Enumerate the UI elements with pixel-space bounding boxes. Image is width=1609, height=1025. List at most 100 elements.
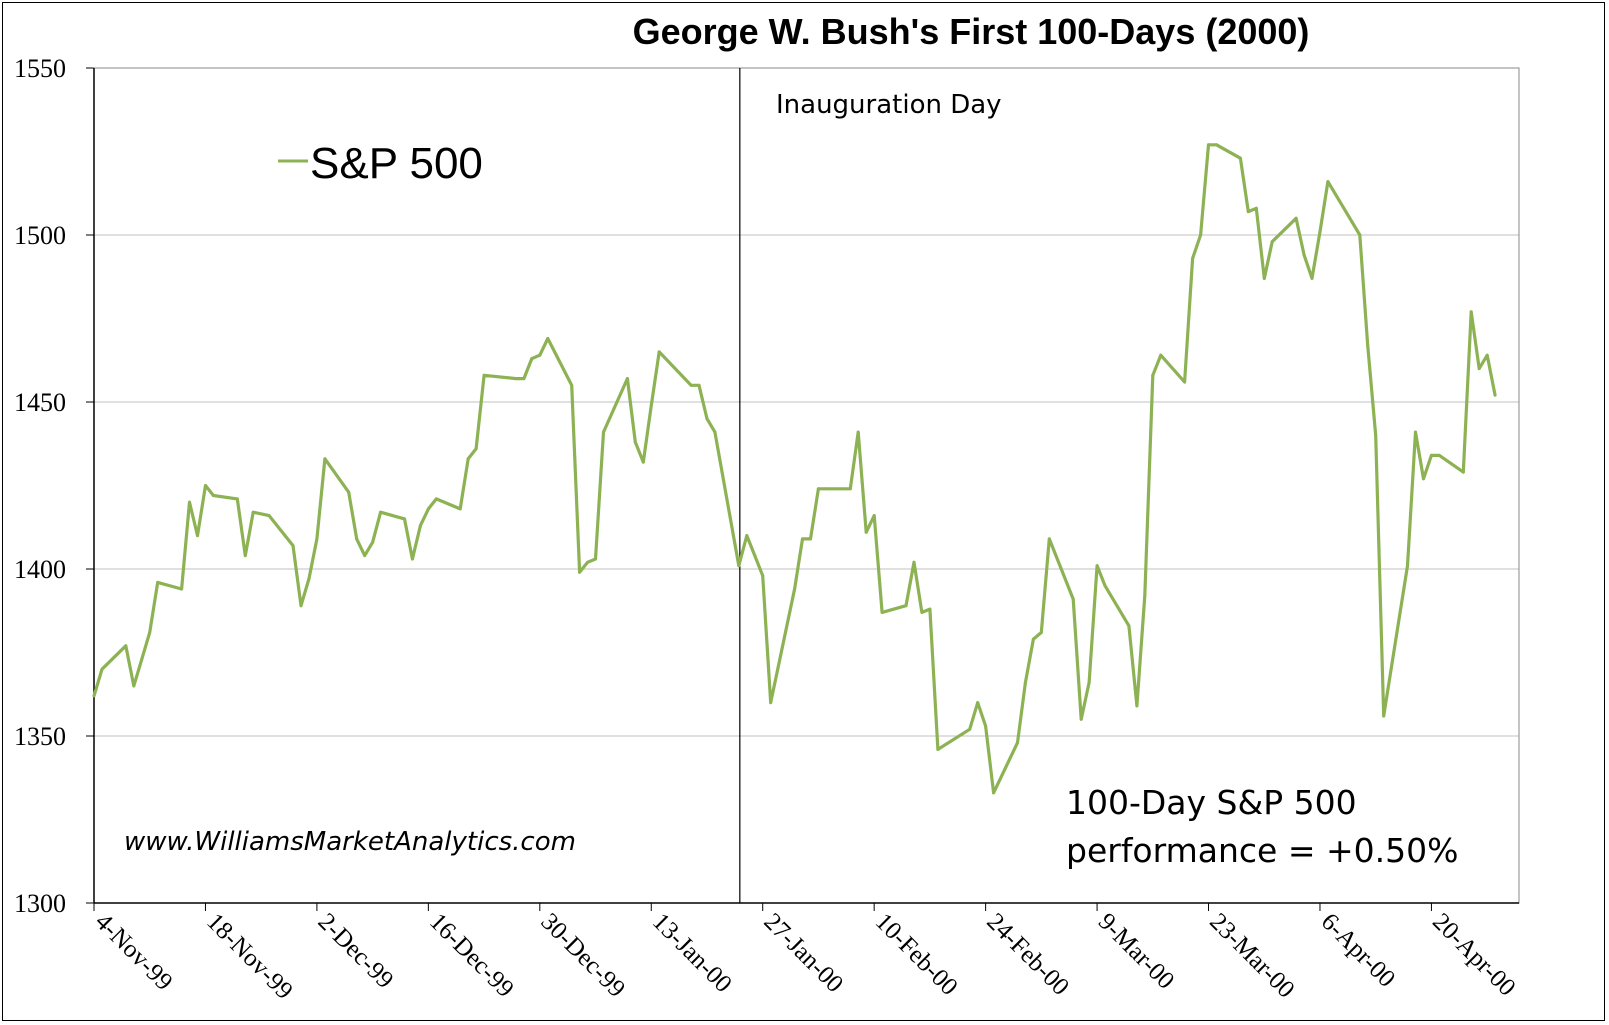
data-point: [1358, 233, 1362, 237]
data-point: [625, 377, 629, 381]
data-point: [1437, 453, 1441, 457]
x-tick-label: 27-Jan-00: [758, 908, 848, 998]
x-tick-label: 20-Apr-00: [1427, 908, 1520, 1001]
data-point: [1493, 393, 1497, 397]
data-point: [713, 430, 717, 434]
data-point: [1103, 584, 1107, 588]
x-tick-label: 16-Dec-99: [424, 908, 519, 1003]
data-point: [1095, 564, 1099, 568]
data-point: [410, 557, 414, 561]
data-point: [156, 580, 160, 584]
data-point: [180, 587, 184, 591]
data-point: [872, 514, 876, 518]
legend: S&P 500: [278, 139, 483, 188]
data-point: [482, 373, 486, 377]
data-point: [1414, 430, 1417, 434]
data-point: [1031, 637, 1035, 641]
data-point: [1071, 597, 1075, 601]
data-point: [379, 510, 383, 514]
data-point: [1350, 220, 1354, 224]
data-point: [1023, 681, 1027, 685]
data-point: [466, 457, 470, 461]
data-point: [100, 667, 104, 671]
data-point: [602, 430, 605, 434]
data-point: [1246, 210, 1250, 214]
data-point: [848, 487, 852, 491]
data-point: [474, 447, 478, 451]
x-tick-label: 9-Mar-00: [1093, 908, 1179, 994]
data-point: [92, 694, 96, 698]
data-point: [1477, 367, 1481, 371]
data-point: [745, 534, 749, 538]
data-point: [1485, 353, 1489, 357]
data-point: [323, 457, 327, 461]
data-point: [132, 684, 136, 688]
data-point: [761, 574, 765, 578]
data-point: [992, 791, 996, 795]
data-point: [641, 460, 645, 464]
data-point: [140, 657, 144, 661]
data-point: [204, 484, 207, 487]
data-point: [1191, 256, 1195, 260]
x-tick-label: 30-Dec-99: [536, 908, 631, 1003]
y-tick-label: 1500: [14, 221, 66, 250]
data-point: [793, 587, 797, 591]
data-point: [530, 357, 534, 361]
x-tick-label: 24-Feb-00: [981, 908, 1074, 1001]
grid-lines: [86, 67, 1519, 904]
legend-label: S&P 500: [310, 139, 483, 188]
data-point: [1374, 433, 1378, 437]
data-point: [928, 607, 932, 611]
data-point: [267, 514, 271, 518]
data-point: [188, 500, 191, 504]
y-tick-labels: 1300 1350 1400 1450 1500 1550: [14, 54, 66, 918]
x-tick-label: 18-Nov-99: [201, 908, 298, 1005]
x-tick-label: 4-Nov-99: [90, 908, 178, 996]
data-point: [904, 604, 908, 608]
data-point: [880, 610, 884, 614]
data-point: [594, 557, 597, 561]
data-point: [1016, 741, 1019, 745]
data-point: [864, 530, 868, 534]
x-tick-label: 10-Feb-00: [870, 908, 963, 1001]
data-point: [434, 497, 438, 501]
series-layer: [92, 143, 1497, 795]
data-point: [546, 337, 550, 340]
data-point: [1143, 594, 1147, 598]
data-point: [1151, 373, 1155, 377]
x-tick-label: 13-Jan-00: [647, 908, 737, 998]
data-point: [458, 507, 462, 511]
data-point: [371, 540, 375, 544]
data-point: [1270, 240, 1274, 244]
data-point: [1207, 143, 1210, 147]
data-point: [1238, 156, 1242, 160]
data-point: [1215, 143, 1218, 147]
y-tick-label: 1550: [14, 54, 66, 83]
data-point: [586, 560, 590, 564]
data-point: [1310, 276, 1314, 280]
data-point: [148, 631, 152, 634]
data-point: [251, 510, 255, 514]
data-point: [363, 554, 367, 558]
data-point: [1262, 276, 1266, 280]
data-point: [936, 747, 940, 751]
data-point: [1326, 180, 1330, 184]
data-point: [315, 537, 319, 541]
data-point: [1469, 310, 1473, 314]
series-line-sp500: [92, 143, 1497, 795]
data-point: [514, 377, 518, 381]
data-point: [1294, 216, 1298, 220]
data-point: [1318, 230, 1322, 234]
data-point: [570, 383, 574, 387]
data-point: [984, 724, 988, 728]
performance-line-1: 100-Day S&P 500: [1066, 783, 1357, 822]
data-point: [801, 537, 804, 541]
data-point: [522, 377, 526, 381]
data-point: [1047, 537, 1051, 541]
data-point: [426, 507, 430, 511]
data-point: [705, 417, 709, 421]
data-point: [299, 604, 303, 608]
data-point: [418, 524, 422, 528]
